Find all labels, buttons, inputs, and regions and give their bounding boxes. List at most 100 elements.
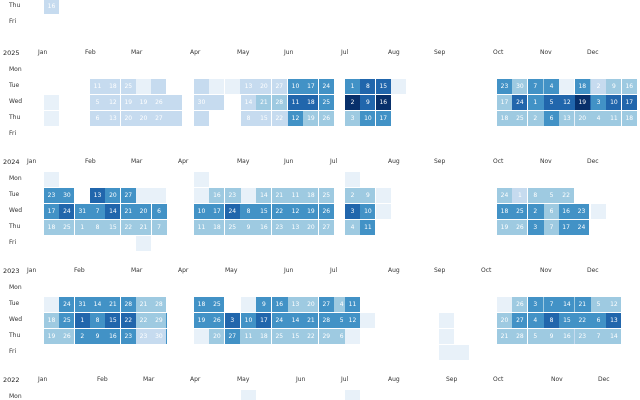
heatmap-cell: 26: [512, 220, 528, 235]
heatmap-cell: 11: [90, 79, 105, 94]
heatmap-cell: 11: [345, 297, 360, 312]
heatmap-cell: 8: [527, 188, 543, 203]
heatmap-cell: 25: [59, 220, 75, 235]
heatmap-cell: 16: [44, 0, 59, 14]
heatmap-cell: 7: [90, 204, 105, 219]
heatmap-cell: 3: [345, 204, 360, 219]
heatmap-cell: [194, 329, 209, 344]
heatmap-cell: 16: [558, 204, 574, 219]
heatmap-cell: 15: [288, 329, 303, 344]
heatmap-cell: 18: [303, 188, 319, 203]
heatmap-cell: 24: [318, 79, 334, 94]
heatmap-cell: 9: [606, 79, 622, 94]
heatmap-cell: [241, 390, 256, 400]
month-label: Feb: [85, 49, 96, 56]
heatmap-cell: 18: [105, 79, 121, 94]
heatmap-cell: 14: [288, 313, 303, 328]
heatmap-cell: 22: [271, 204, 287, 219]
heatmap-cell: 27: [512, 313, 528, 328]
month-label: Jan: [27, 158, 37, 165]
month-label: Mar: [131, 49, 143, 56]
heatmap-cell: [194, 172, 209, 187]
month-label: Apr: [178, 267, 189, 274]
heatmap-cell: 26: [209, 313, 225, 328]
weekday-label: Fri: [9, 130, 17, 137]
heatmap-cell: 2: [591, 79, 606, 94]
heatmap-cell: 20: [256, 79, 272, 94]
weekday-label: Mon: [9, 393, 22, 400]
heatmap-cell: [151, 79, 167, 94]
weekday-label: Thu: [9, 332, 21, 339]
heatmap-cell: 25: [318, 95, 334, 110]
heatmap-cell: [439, 345, 454, 360]
weekday-label: Wed: [9, 316, 23, 323]
heatmap-cell: 14: [90, 297, 105, 312]
heatmap-cell: 30: [512, 79, 528, 94]
heatmap-cell: 23: [224, 188, 240, 203]
heatmap-cell: 4: [591, 111, 606, 126]
month-label: Jun: [284, 49, 294, 56]
heatmap-cell: 25: [59, 313, 75, 328]
heatmap-cell: [360, 313, 376, 328]
month-label: Feb: [85, 158, 96, 165]
heatmap-cell: [136, 188, 151, 203]
month-label: Aug: [388, 158, 400, 165]
heatmap-cell: 16: [559, 329, 575, 344]
heatmap-cell: 15: [256, 111, 272, 126]
heatmap-cell: 2: [527, 111, 543, 126]
heatmap-cell: 3: [527, 220, 543, 235]
month-label: Apr: [190, 49, 201, 56]
heatmap-cell: 22: [120, 313, 136, 328]
heatmap-cell: 23: [120, 329, 136, 344]
heatmap-cell: 8: [90, 313, 105, 328]
heatmap-cell: [391, 79, 407, 94]
heatmap-cell: 9: [256, 297, 272, 312]
month-label: Sep: [434, 49, 446, 56]
month-label: Jan: [38, 376, 48, 383]
heatmap-cell: 23: [271, 220, 287, 235]
heatmap-cell: 25: [209, 297, 225, 312]
month-label: May: [237, 376, 250, 383]
heatmap-cell: 2: [345, 188, 360, 203]
heatmap-cell: 18: [256, 329, 272, 344]
heatmap-cell: [194, 111, 209, 126]
heatmap-cell: 19: [574, 95, 590, 110]
heatmap-cell: 27: [318, 297, 334, 312]
heatmap-cell: 19: [303, 111, 319, 126]
heatmap-cell: [375, 204, 391, 219]
heatmap-cell: 28: [318, 313, 334, 328]
month-label: Aug: [388, 267, 400, 274]
month-label: Apr: [190, 376, 201, 383]
heatmap-cell: 18: [303, 95, 319, 110]
heatmap-cell: 16: [375, 95, 391, 110]
month-label: Jul: [341, 49, 349, 56]
heatmap-cell: [166, 111, 182, 126]
heatmap-cell: 22: [558, 188, 574, 203]
heatmap-cell: 24: [59, 204, 75, 219]
heatmap-cell: 12: [559, 95, 575, 110]
heatmap-cell: 1: [74, 313, 90, 328]
heatmap-cell: 6: [151, 204, 167, 219]
heatmap-cell: 18: [44, 313, 59, 328]
heatmap-cell: 7: [151, 220, 167, 235]
weekday-label: Mon: [9, 66, 22, 73]
weekday-label: Tue: [9, 82, 20, 89]
heatmap-cell: 2: [527, 204, 543, 219]
heatmap-cell: 18: [194, 297, 209, 312]
heatmap-cell: 11: [241, 329, 256, 344]
heatmap-cell: 11: [360, 220, 376, 235]
weekday-label: Fri: [9, 18, 17, 25]
heatmap-cell: 25: [318, 188, 334, 203]
heatmap-cell: 23: [44, 188, 59, 203]
heatmap-cell: [209, 79, 225, 94]
heatmap-cell: [44, 172, 59, 187]
heatmap-cell: 19: [497, 220, 512, 235]
heatmap-cell: 22: [303, 329, 319, 344]
year-label: 2022: [3, 376, 20, 384]
heatmap-cell: 5: [544, 95, 559, 110]
heatmap-cell: 21: [497, 329, 512, 344]
heatmap-cell: 10: [194, 204, 209, 219]
heatmap-cell: 19: [303, 204, 319, 219]
heatmap-cell: 26: [151, 95, 167, 110]
month-label: Nov: [551, 376, 563, 383]
